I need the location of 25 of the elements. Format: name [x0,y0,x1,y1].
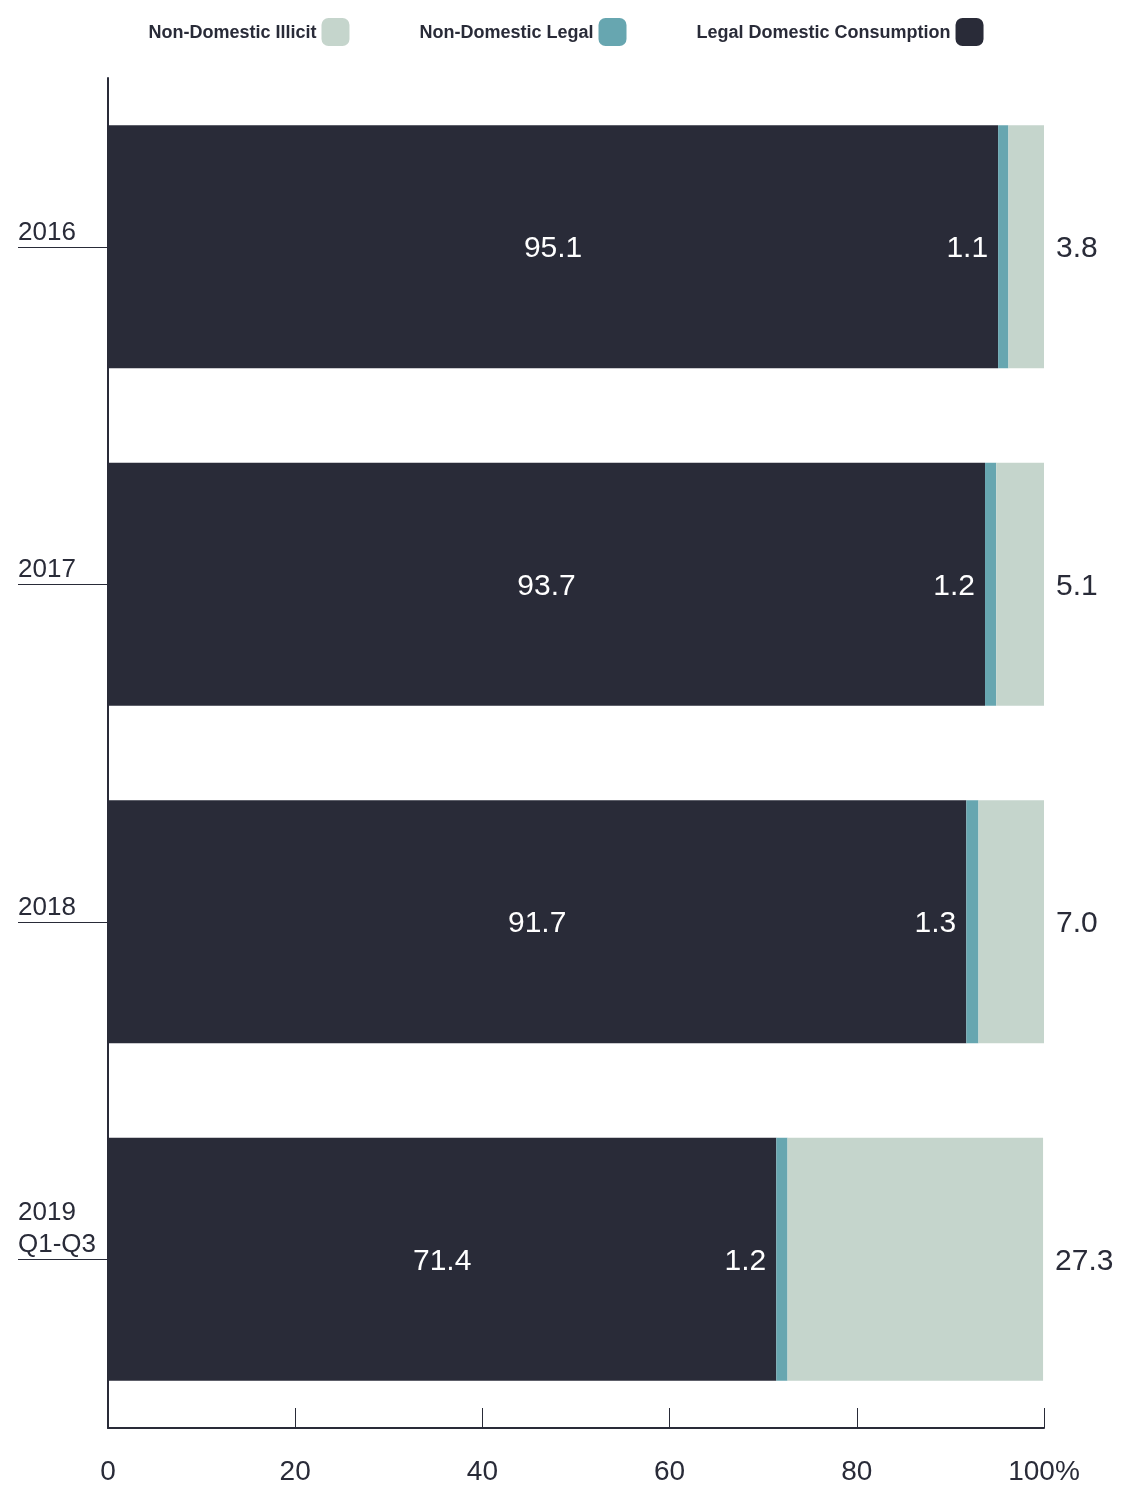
data-label: 95.1 [523,230,583,264]
data-label: 71.4 [412,1242,472,1276]
x-tick-label: 40 [466,1454,498,1486]
data-label: 1.2 [724,1242,767,1276]
x-tick-label: 80 [841,1454,873,1486]
x-tick-label: 60 [654,1454,686,1486]
x-tick-label: 0 [100,1454,116,1486]
data-label: 93.7 [517,567,576,601]
y-tick-label: 2016 [18,215,76,246]
data-label: 27.3 [1055,1242,1114,1276]
data-label: 91.7 [507,905,567,939]
legend-label: Non-Domestic Legal [419,22,594,42]
legend-label: Legal Domestic Consumption [696,22,951,42]
x-tick-label: 20 [279,1454,311,1486]
y-tick-label: 2018 [18,890,76,921]
data-label: 1.1 [946,230,989,264]
data-label: 7.0 [1056,905,1098,939]
legend-label: Non-Domestic Illicit [148,22,317,42]
data-label: 1.2 [933,567,976,601]
data-label: 1.3 [914,905,957,939]
data-label: 5.1 [1056,567,1098,601]
data-label: 3.8 [1056,230,1098,264]
y-tick-label: 2017 [18,553,76,584]
y-tick-label: 2019 Q1-Q3 [18,1196,97,1259]
x-tick-label: 100% [1008,1454,1080,1486]
